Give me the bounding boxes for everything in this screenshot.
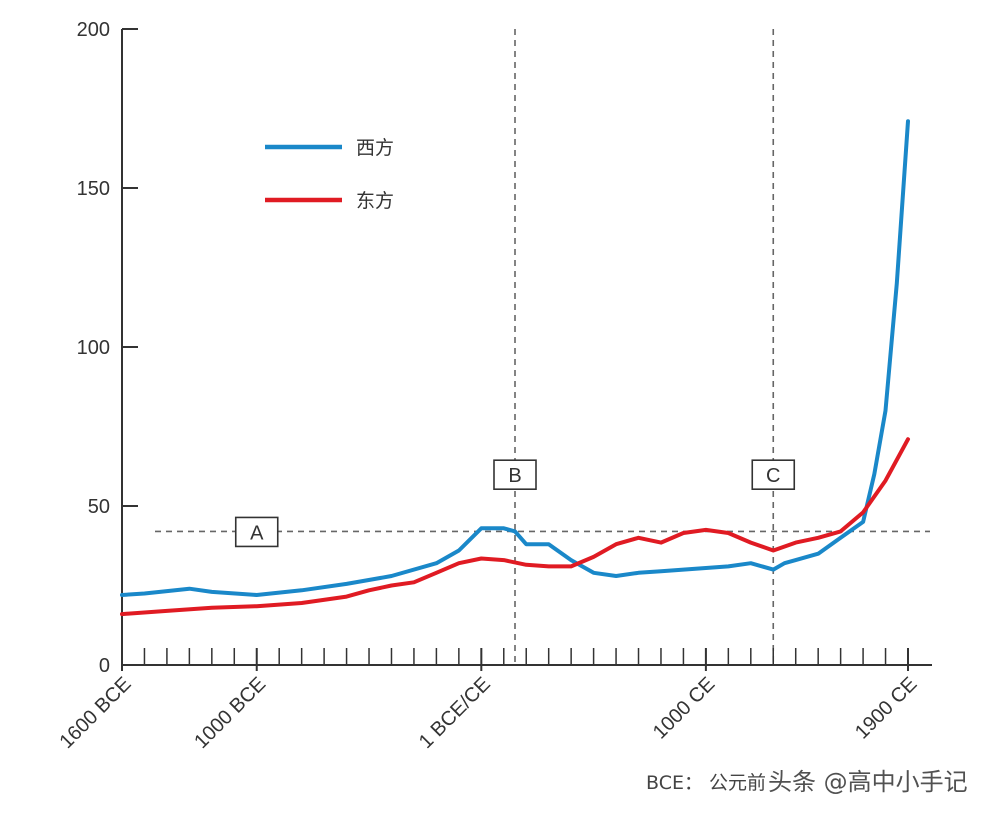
annotations: A B C: [234, 459, 796, 548]
y-tick-label: 0: [99, 655, 110, 677]
annotation-label-c: C: [766, 465, 780, 487]
x-tick-label: 1600 BCE: [56, 673, 136, 753]
x-tick-label: 1000 BCE: [190, 673, 270, 753]
series-line-east: [120, 437, 910, 617]
annotation-box-c: [751, 459, 796, 491]
annotation-label-b: B: [508, 465, 521, 487]
y-tick-label: 150: [77, 178, 110, 200]
axes: 0 50 100 150 200 1600 BCE 1000 BCE 1 BCE/CE 1000…: [56, 19, 932, 753]
legend-label: 西方: [356, 137, 394, 159]
y-tick-label: 100: [77, 337, 110, 359]
annotation-box-b: [493, 459, 537, 491]
x-tick-label: 1 BCE/CE: [415, 673, 495, 753]
series-lines: [120, 119, 910, 617]
x-tick-label: 1000 CE: [649, 673, 720, 744]
footnote: BCE： 公元前: [646, 772, 767, 794]
series-line-west: [120, 119, 910, 597]
reference-lines: [155, 29, 930, 665]
x-tick-label: 1900 CE: [851, 673, 922, 744]
annotation-label-a: A: [250, 522, 264, 544]
y-tick-label: 200: [77, 19, 110, 41]
legend-label: 东方: [356, 190, 394, 212]
y-tick-label: 50: [88, 496, 110, 518]
annotation-box-a: [234, 516, 279, 548]
watermark: 头条 @高中小手记: [768, 768, 968, 796]
